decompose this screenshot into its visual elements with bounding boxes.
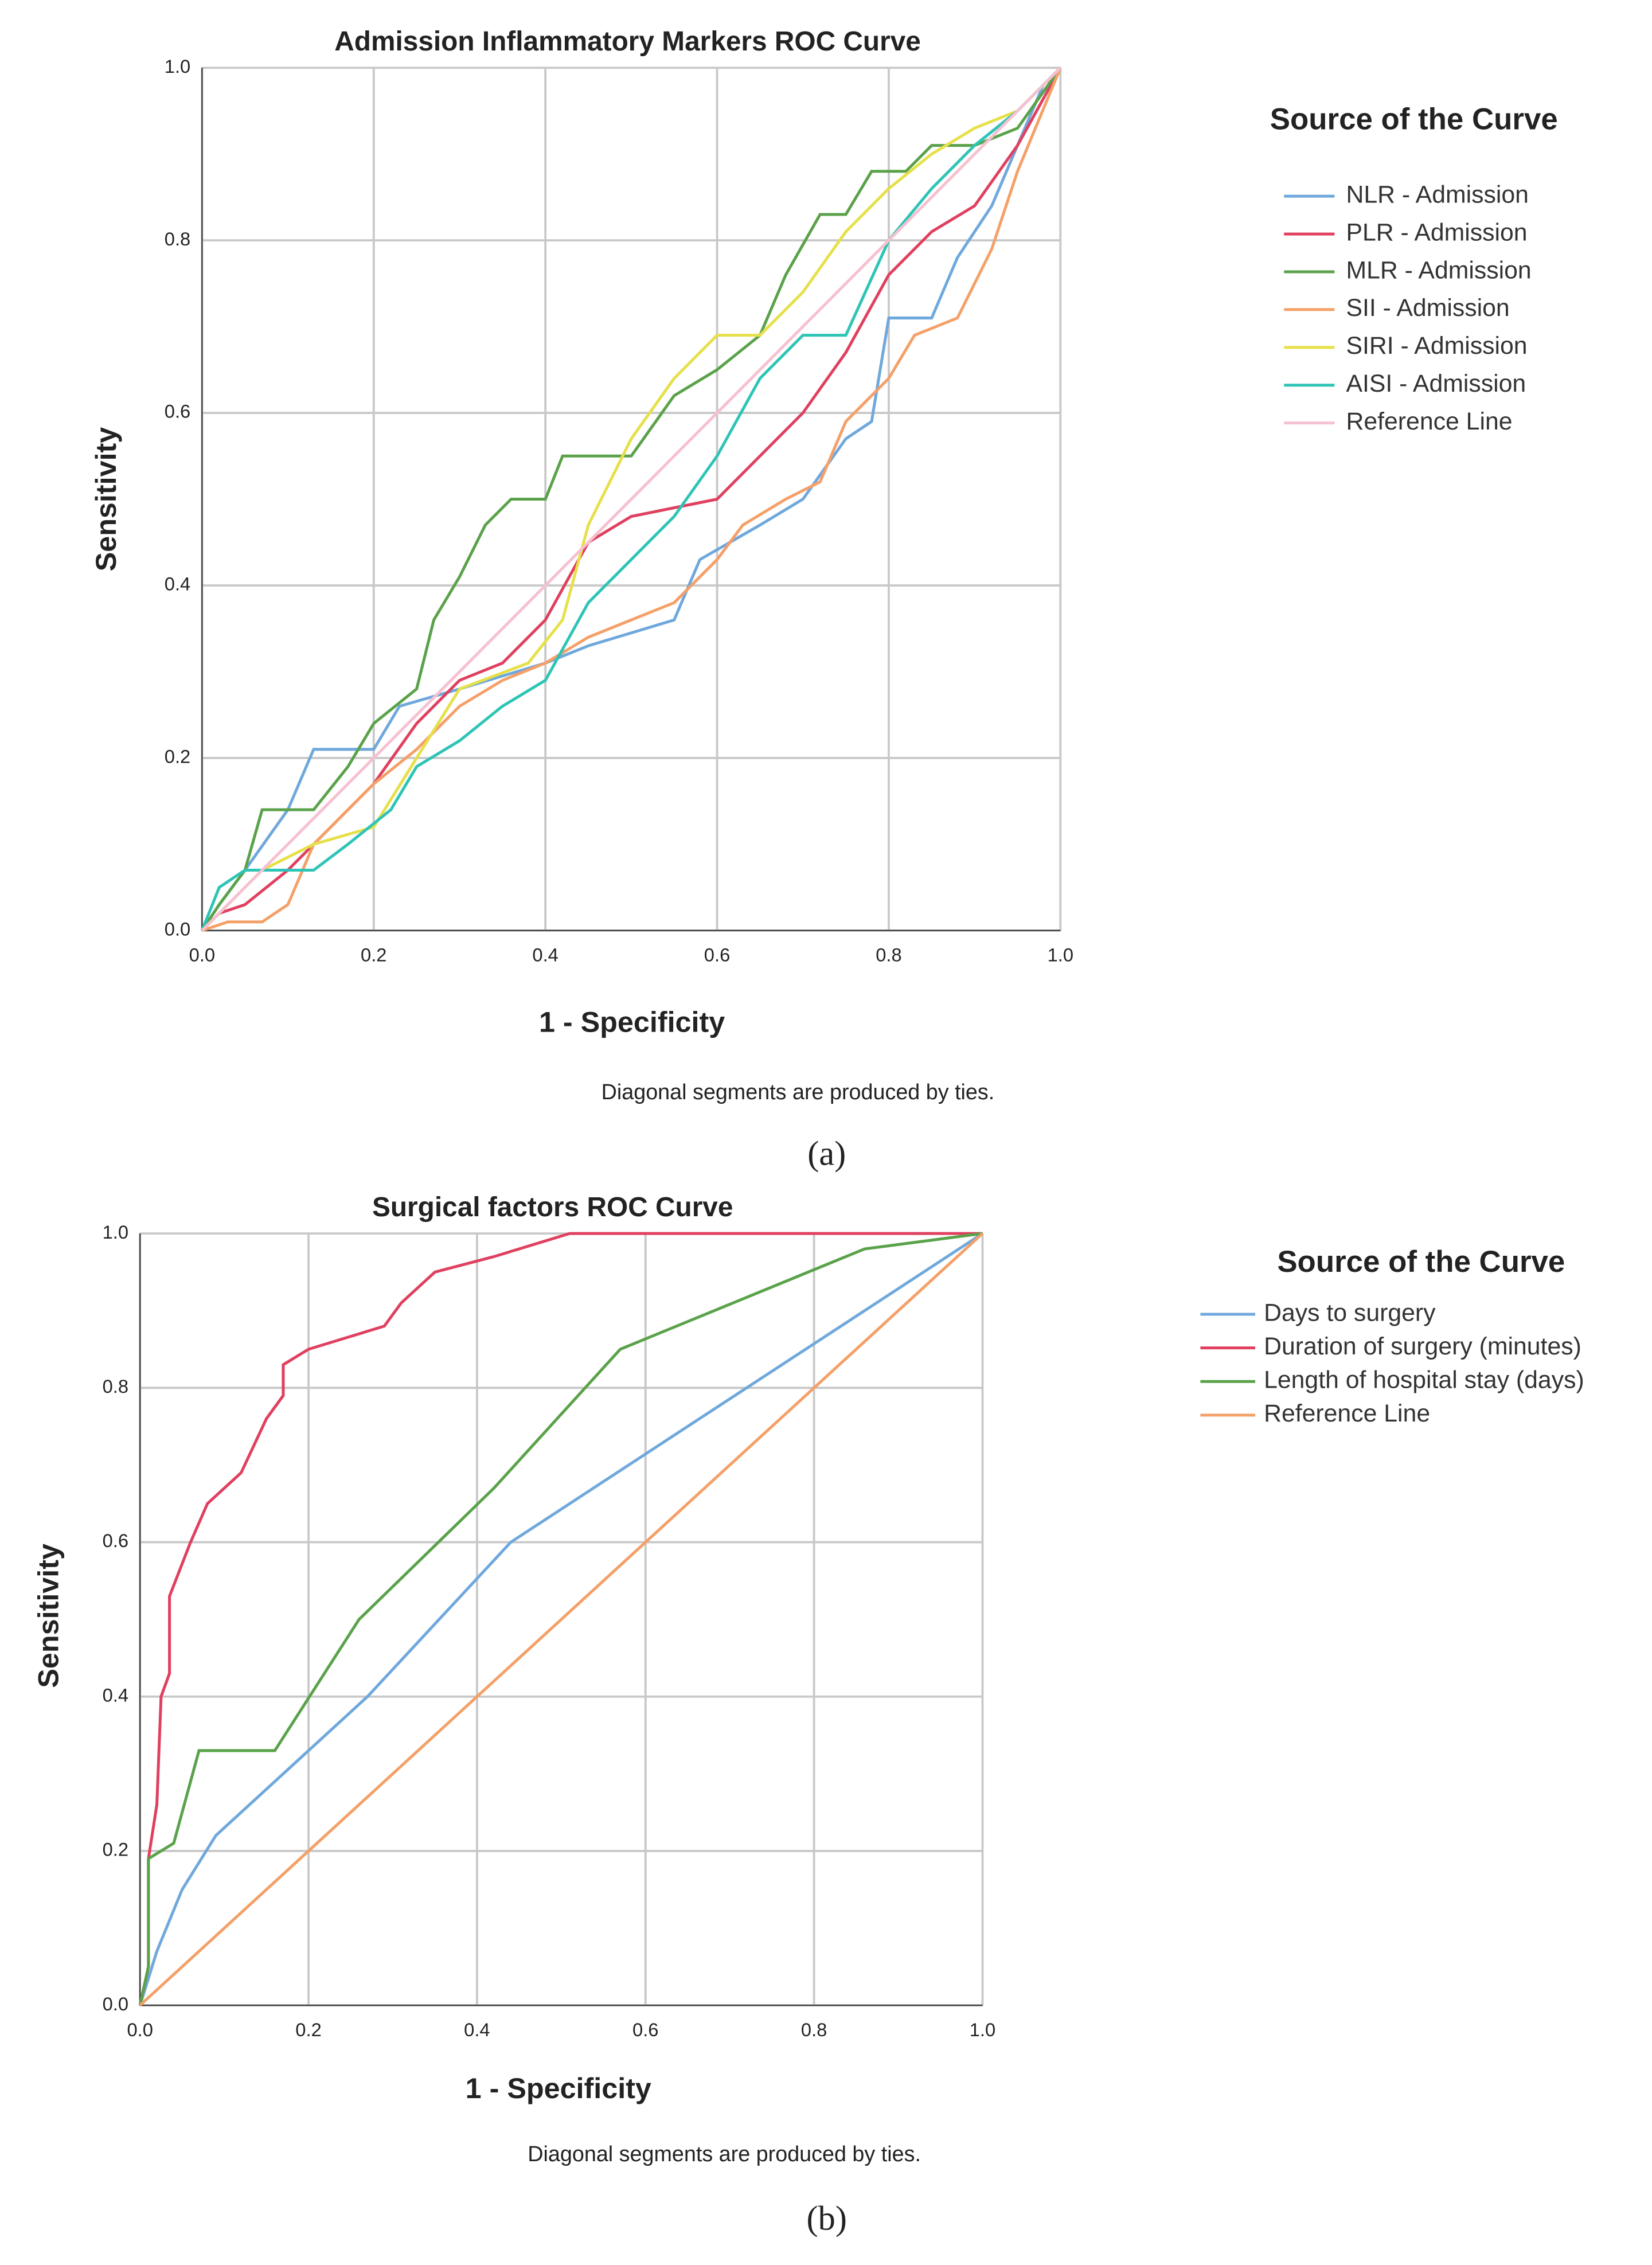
y-tick-label: 0.4 [103, 1684, 128, 1705]
roc-line [138, 1232, 983, 2006]
legend-label: Reference Line [1264, 1400, 1430, 1427]
x-axis-label: 1 - Specificity [466, 2072, 651, 2104]
legend-label: SII - Admission [1346, 294, 1509, 322]
y-tick-label: 0.0 [165, 918, 190, 939]
annotation: Diagonal segments are produced by ties. [528, 2142, 921, 2166]
x-tick-label: 0.8 [876, 944, 901, 966]
y-tick-label: 0.2 [165, 746, 190, 767]
roc-line [201, 67, 1062, 932]
legend-label: Reference Line [1346, 408, 1512, 435]
x-tick-label: 0.8 [801, 2019, 827, 2040]
x-tick-label: 0.0 [189, 944, 215, 966]
roc-line [138, 1232, 983, 2006]
x-tick-label: 0.0 [127, 2019, 153, 2040]
legend-label: MLR - Admission [1346, 256, 1531, 284]
y-tick-label: 0.8 [103, 1376, 128, 1397]
x-tick-label: 0.2 [295, 2019, 321, 2040]
roc-line [201, 67, 1062, 932]
x-tick-label: 0.6 [704, 944, 730, 966]
y-axis-label: Sensitivity [32, 1544, 64, 1688]
roc-line [201, 67, 1062, 932]
legend-title: Source of the Curve [1277, 1245, 1565, 1279]
chart-title: Surgical factors ROC Curve [372, 1192, 733, 1223]
legend-label: SIRI - Admission [1346, 332, 1527, 360]
legend-label: PLR - Admission [1346, 218, 1527, 246]
x-tick-label: 0.4 [464, 2019, 490, 2040]
roc-line [201, 67, 1062, 932]
roc-line [139, 1232, 984, 2006]
x-tick-label: 0.4 [532, 944, 558, 966]
legend-label: Days to surgery [1264, 1299, 1436, 1326]
roc-line [201, 67, 1062, 931]
y-tick-label: 0.8 [165, 228, 190, 249]
y-tick-label: 0.0 [103, 1993, 128, 2014]
legend-label: Duration of surgery (minutes) [1264, 1333, 1581, 1360]
legend-title: Source of the Curve [1270, 102, 1558, 136]
x-tick-label: 0.6 [632, 2019, 658, 2040]
y-tick-label: 1.0 [103, 1221, 128, 1243]
roc-line [138, 1232, 983, 2006]
x-axis-label: 1 - Specificity [539, 1006, 725, 1038]
annotation: Diagonal segments are produced by ties. [602, 1080, 995, 1104]
y-tick-label: 0.4 [165, 573, 190, 595]
legend-label: Length of hospital stay (days) [1264, 1366, 1584, 1394]
y-tick-label: 0.6 [103, 1530, 128, 1551]
x-tick-label: 0.2 [361, 944, 386, 966]
y-tick-label: 1.0 [165, 56, 190, 77]
chart-title: Admission Inflammatory Markers ROC Curve [334, 26, 921, 57]
legend-label: AISI - Admission [1346, 370, 1526, 397]
x-tick-label: 1.0 [1048, 944, 1073, 966]
caption: (a) [807, 1135, 846, 1173]
roc-line [201, 67, 1062, 932]
y-tick-label: 0.6 [165, 401, 190, 422]
y-tick-label: 0.2 [103, 1839, 128, 1860]
x-tick-label: 1.0 [970, 2019, 995, 2040]
caption: (b) [807, 2199, 847, 2237]
y-axis-label: Sensitivity [89, 427, 122, 572]
legend-label: NLR - Admission [1346, 181, 1528, 208]
